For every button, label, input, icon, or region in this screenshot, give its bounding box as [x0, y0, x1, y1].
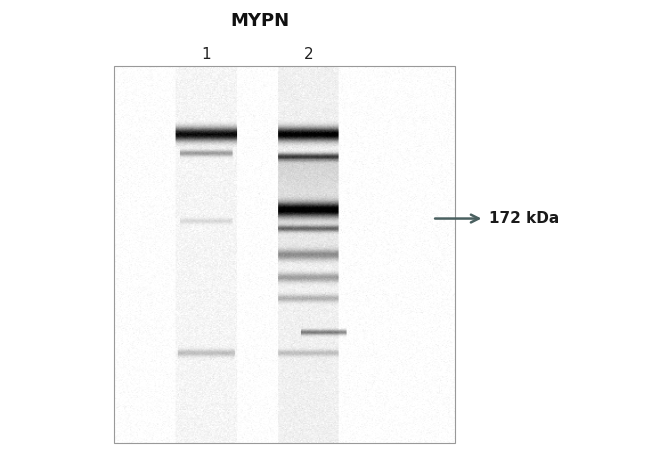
Text: 1: 1 [201, 47, 211, 62]
Text: 2: 2 [304, 47, 313, 62]
Text: MYPN: MYPN [231, 12, 289, 30]
Text: 172 kDa: 172 kDa [489, 211, 559, 226]
Bar [114, 66, 455, 443]
